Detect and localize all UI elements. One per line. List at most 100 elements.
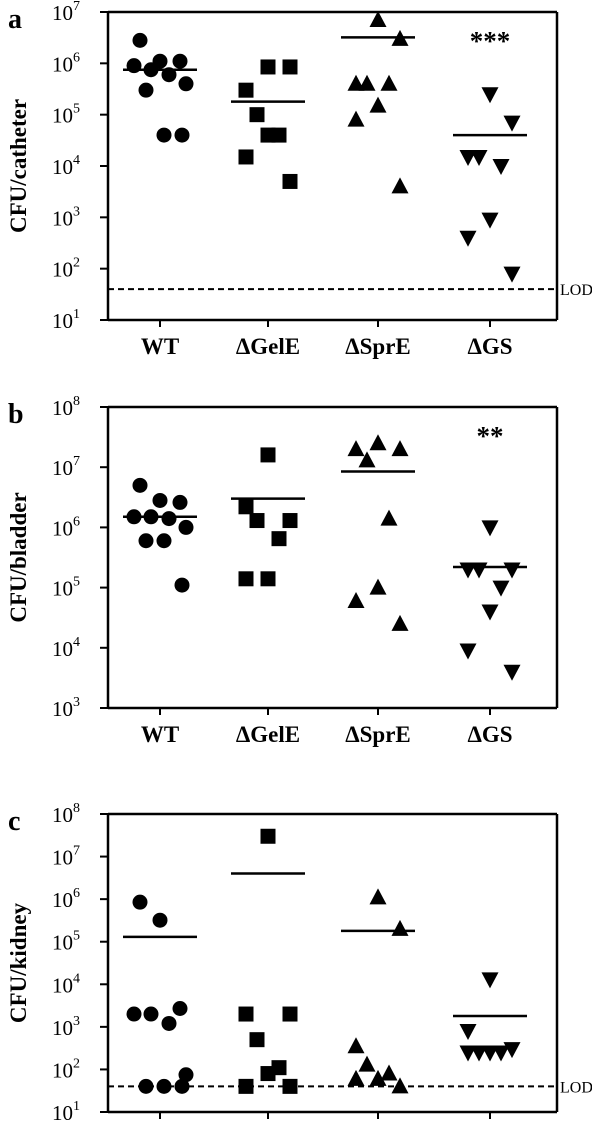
data-point bbox=[459, 1023, 477, 1040]
data-point bbox=[347, 1069, 365, 1086]
data-point bbox=[347, 440, 365, 457]
y-tick-label: 105 bbox=[52, 575, 80, 601]
data-point bbox=[369, 578, 387, 595]
panel-a: a CFU/catheter 101 102 103 104 105 106 107 WT ΔGel… bbox=[6, 0, 592, 359]
data-point bbox=[391, 919, 409, 936]
data-point bbox=[459, 149, 477, 166]
y-tick-label: 106 bbox=[52, 50, 80, 76]
data-point bbox=[470, 562, 488, 579]
data-point bbox=[369, 434, 387, 451]
y-tick-label: 108 bbox=[52, 394, 80, 420]
data-point bbox=[470, 149, 488, 166]
data-point bbox=[282, 513, 298, 529]
data-point bbox=[503, 115, 521, 132]
y-tick-label: 104 bbox=[52, 635, 80, 661]
x-tick-label: ΔSprE bbox=[345, 334, 411, 359]
data-point bbox=[143, 1006, 159, 1022]
data-point bbox=[380, 1064, 398, 1081]
data-point bbox=[260, 127, 276, 143]
data-point bbox=[172, 1000, 188, 1016]
data-point bbox=[249, 513, 265, 529]
data-point bbox=[174, 127, 190, 143]
data-point bbox=[172, 494, 188, 510]
data-point bbox=[380, 509, 398, 526]
data-point bbox=[492, 159, 510, 175]
data-point bbox=[178, 519, 194, 535]
y-tick-label: 102 bbox=[52, 1056, 80, 1082]
data-point bbox=[238, 149, 254, 165]
data-point bbox=[481, 1045, 499, 1062]
data-point bbox=[358, 74, 376, 91]
data-point bbox=[347, 591, 365, 608]
data-point bbox=[481, 87, 499, 104]
y-tick-label: 108 bbox=[52, 801, 80, 827]
panel-letter: b bbox=[8, 399, 24, 430]
data-point bbox=[347, 74, 365, 91]
y-tick-label: 107 bbox=[52, 454, 80, 480]
data-point bbox=[369, 1069, 387, 1086]
data-point bbox=[358, 1055, 376, 1072]
data-point bbox=[152, 912, 168, 928]
data-point bbox=[492, 1045, 510, 1062]
y-axis-label: CFU/bladder bbox=[6, 492, 31, 622]
data-point bbox=[132, 32, 148, 48]
data-point bbox=[260, 447, 276, 463]
y-tick-label: 104 bbox=[52, 971, 80, 997]
data-point bbox=[156, 533, 172, 549]
significance-label: *** bbox=[470, 26, 511, 56]
data-point bbox=[391, 614, 409, 631]
data-point bbox=[459, 643, 477, 660]
data-point bbox=[138, 533, 154, 549]
y-axis-label: CFU/catheter bbox=[6, 99, 31, 233]
data-point bbox=[481, 972, 499, 989]
data-point bbox=[138, 1078, 154, 1094]
data-point bbox=[271, 531, 287, 547]
y-tick-label: 103 bbox=[52, 1014, 80, 1040]
data-point bbox=[260, 828, 276, 844]
data-point bbox=[260, 1066, 276, 1082]
y-tick-label: 106 bbox=[52, 886, 80, 912]
data-point bbox=[174, 577, 190, 593]
y-tick-label: 101 bbox=[52, 307, 80, 333]
x-tick-label: ΔGelE bbox=[236, 334, 300, 359]
panel-letter: a bbox=[8, 4, 22, 35]
data-point bbox=[503, 664, 521, 681]
data-point bbox=[391, 177, 409, 194]
panel-b: b CFU/bladder 103 104 105 106 107 108 WT ΔGelE ΔSp… bbox=[6, 394, 559, 747]
y-axis-label: CFU/kidney bbox=[6, 902, 31, 1023]
data-point bbox=[260, 59, 276, 75]
data-point bbox=[178, 1067, 194, 1083]
y-tick-label: 105 bbox=[52, 929, 80, 955]
data-point bbox=[238, 499, 254, 515]
data-point bbox=[161, 511, 177, 527]
data-point bbox=[282, 59, 298, 75]
data-point bbox=[132, 894, 148, 910]
significance-label: ** bbox=[477, 421, 504, 451]
data-point bbox=[126, 1006, 142, 1022]
data-point bbox=[459, 1045, 477, 1062]
data-point bbox=[238, 571, 254, 587]
data-point bbox=[161, 1015, 177, 1031]
data-point bbox=[249, 1032, 265, 1048]
x-tick-label: ΔGS bbox=[467, 722, 512, 747]
data-point bbox=[238, 1006, 254, 1022]
x-tick-label: ΔSprE bbox=[345, 722, 411, 747]
x-tick-label: ΔGelE bbox=[236, 722, 300, 747]
data-point bbox=[238, 82, 254, 98]
x-tick-label: ΔGS bbox=[467, 334, 512, 359]
y-tick-label: 106 bbox=[52, 514, 80, 540]
data-point bbox=[249, 107, 265, 123]
y-tick-label: 103 bbox=[52, 695, 80, 721]
data-point bbox=[503, 266, 521, 283]
x-tick-label: WT bbox=[141, 334, 179, 359]
lod-label: LOD bbox=[560, 1079, 592, 1096]
lod-label: LOD bbox=[560, 282, 592, 299]
data-point bbox=[347, 1037, 365, 1054]
data-point bbox=[481, 604, 499, 621]
data-point bbox=[282, 1006, 298, 1022]
data-point bbox=[282, 173, 298, 189]
data-point bbox=[369, 96, 387, 113]
data-point bbox=[369, 888, 387, 905]
y-tick-label: 104 bbox=[52, 153, 80, 179]
